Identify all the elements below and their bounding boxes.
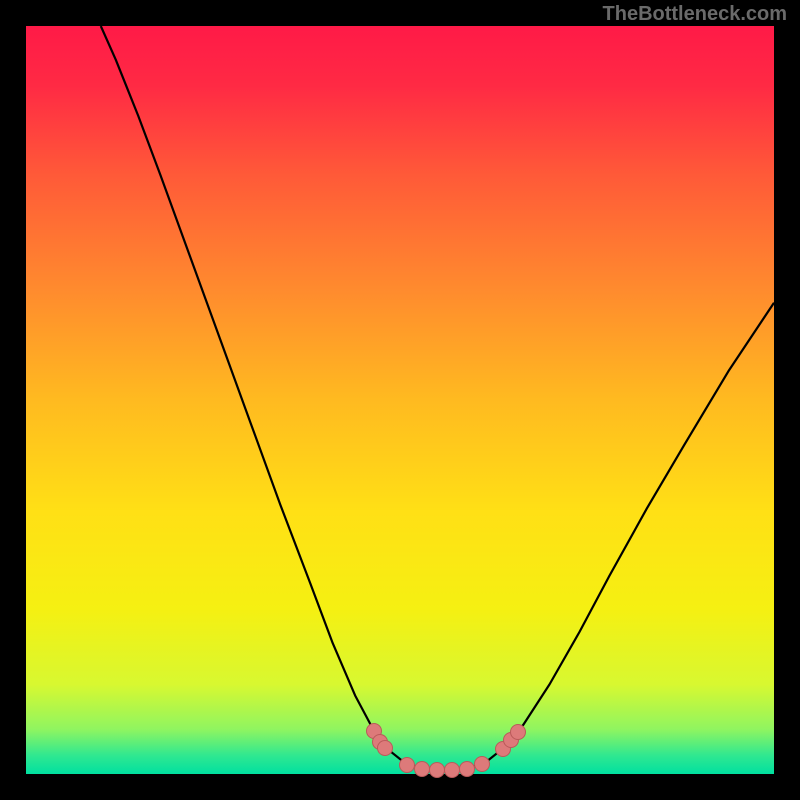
watermark-text: TheBottleneck.com [603, 3, 787, 26]
optimum-marker [459, 761, 475, 777]
optimum-marker [444, 762, 460, 778]
chart-stage: TheBottleneck.com [0, 0, 800, 800]
optimum-marker [399, 757, 415, 773]
markers-layer [26, 26, 774, 774]
optimum-marker [474, 756, 490, 772]
optimum-marker [414, 761, 430, 777]
optimum-marker [377, 740, 393, 756]
optimum-marker [429, 762, 445, 778]
plot-area [26, 26, 774, 774]
optimum-marker [510, 724, 526, 740]
